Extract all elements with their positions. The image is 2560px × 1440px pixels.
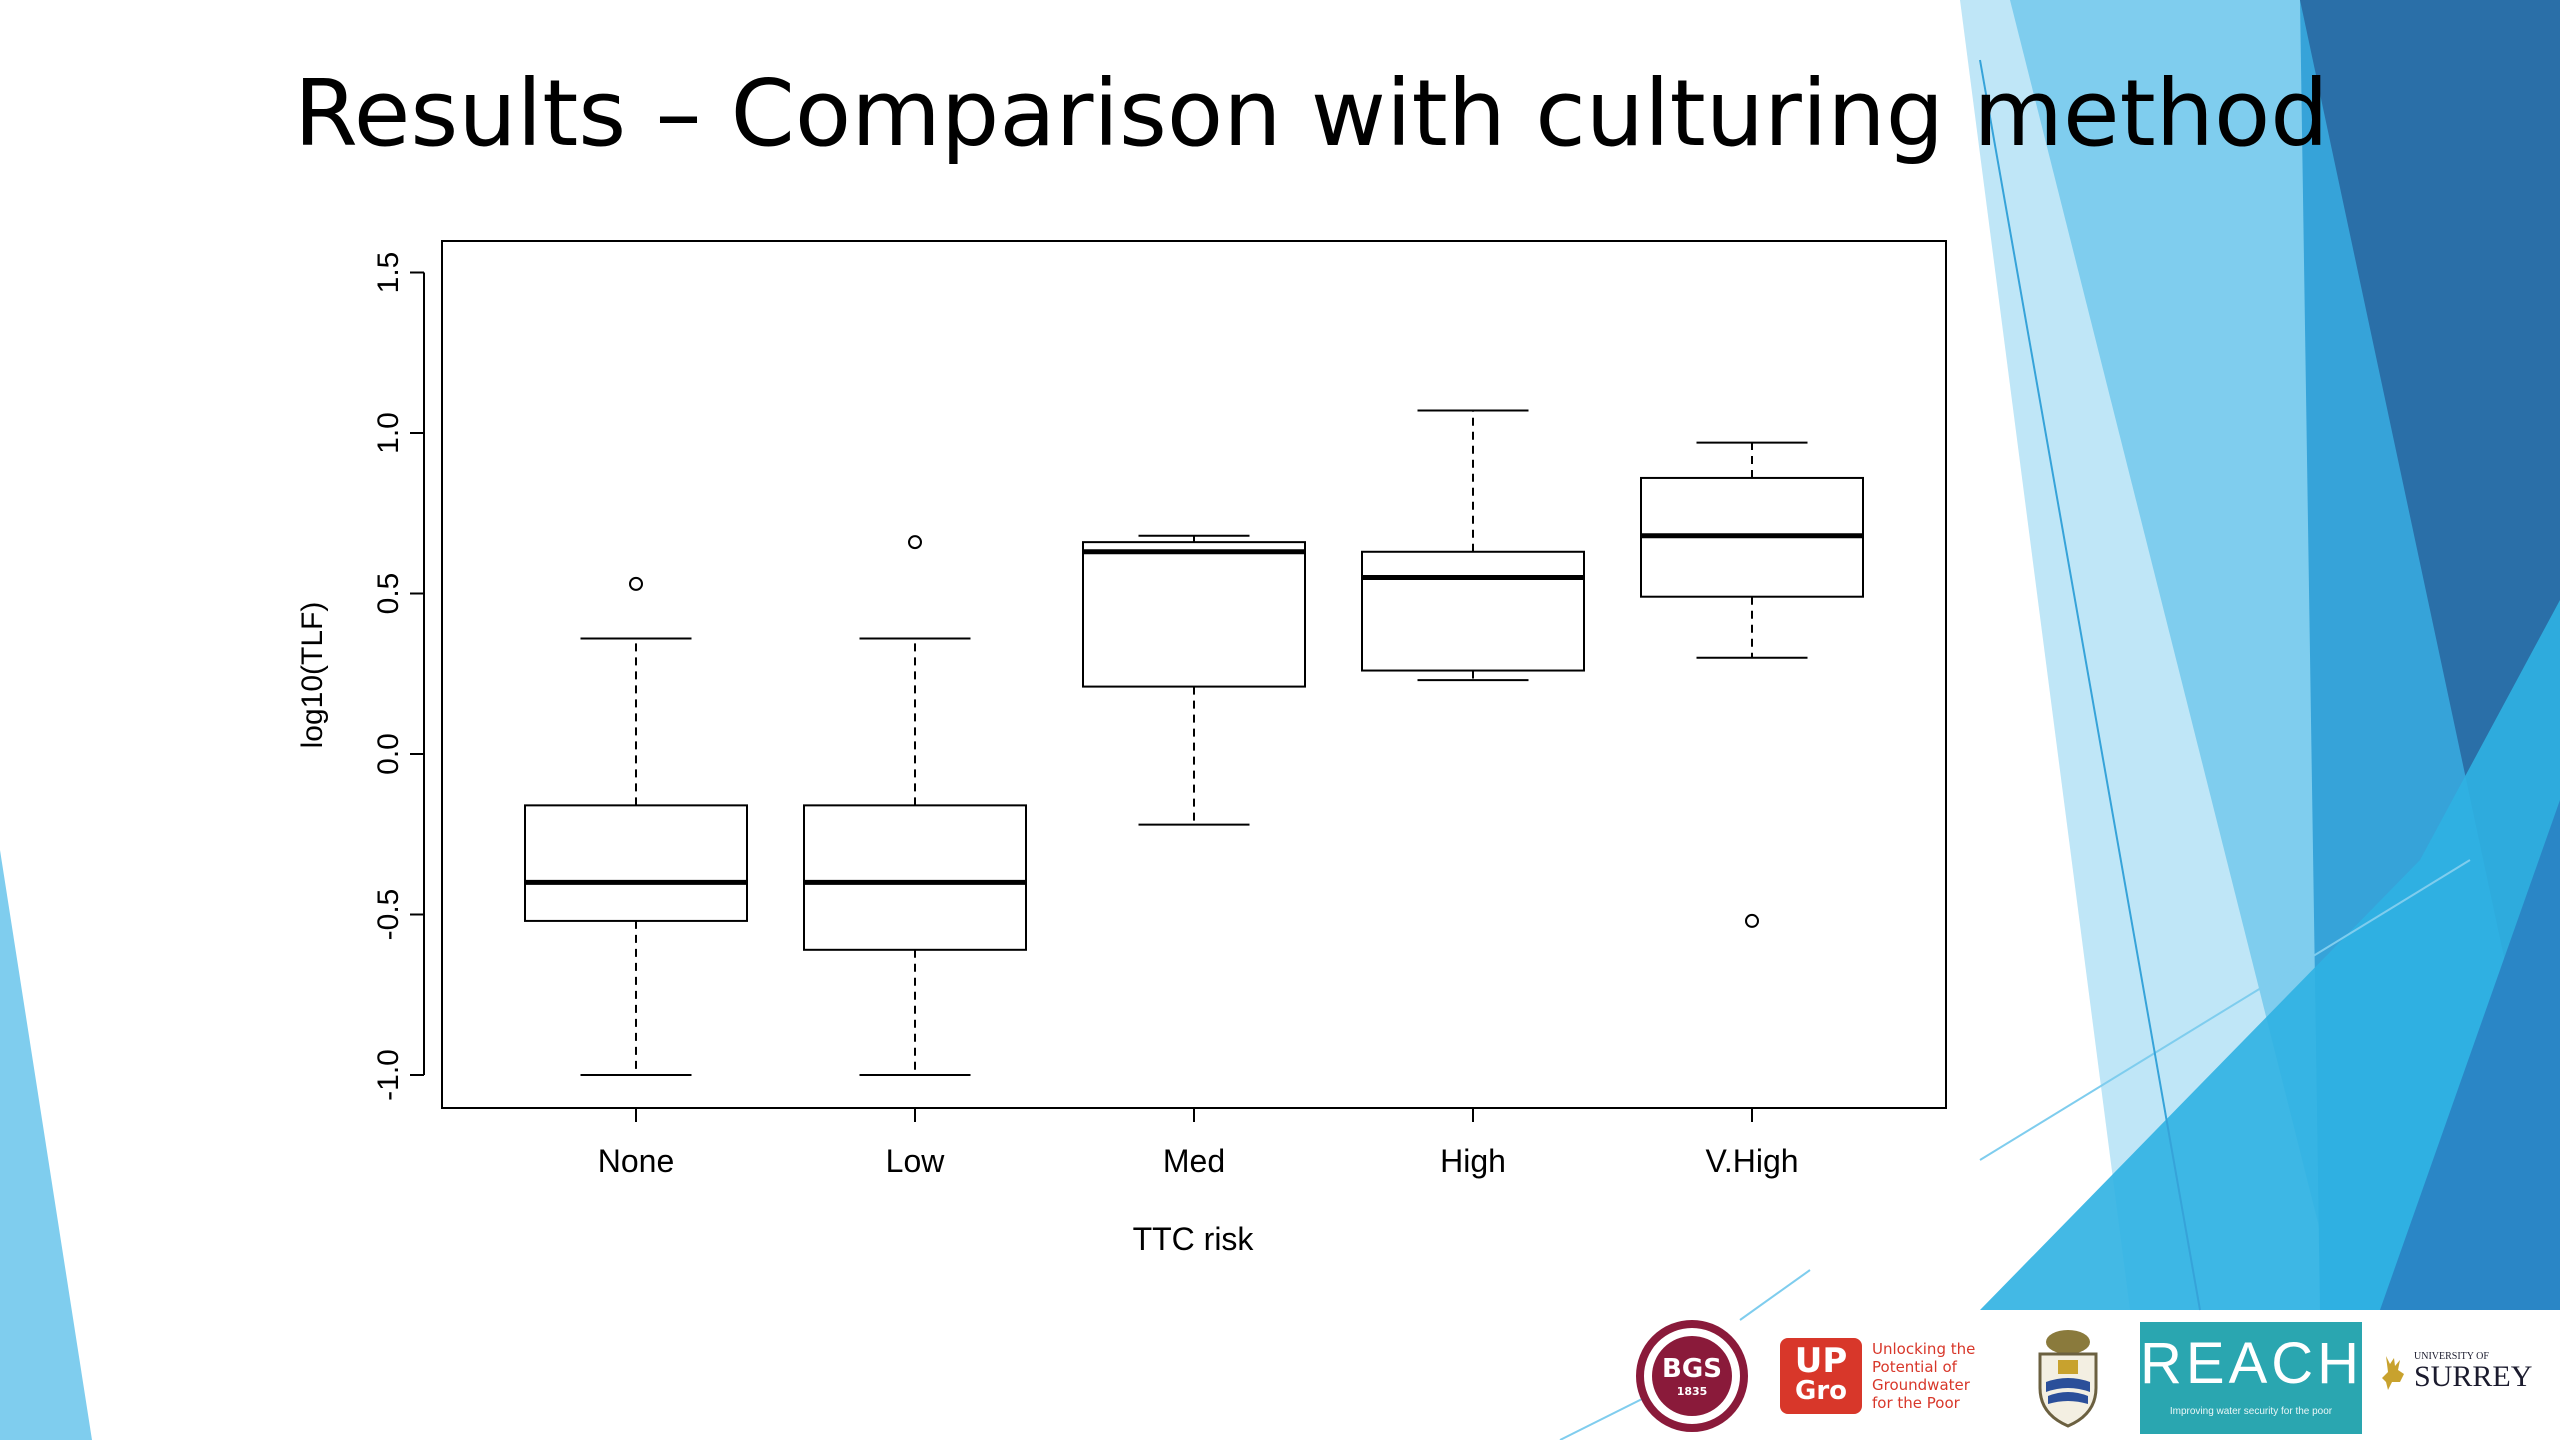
- x-tick-label: High: [1440, 1143, 1506, 1179]
- right-accent-shape-bright: [1980, 600, 2560, 1310]
- box-iqr: [803, 804, 1027, 951]
- surrey-logo-small: UNIVERSITY OF: [2414, 1351, 2489, 1362]
- y-tick-label: 0.0: [372, 733, 405, 775]
- y-tick-label: 1.5: [372, 252, 405, 294]
- outlier-point: [908, 535, 922, 550]
- slide-title: Results – Comparison with culturing meth…: [294, 60, 2329, 167]
- accent-line-3: [1739, 1269, 1811, 1321]
- x-tick-label: V.High: [1705, 1143, 1798, 1179]
- outlier-point: [1745, 913, 1759, 928]
- upgro-tagline: Unlocking the Potential of Groundwater f…: [1872, 1340, 2002, 1412]
- box-iqr: [1082, 541, 1306, 688]
- box-iqr: [524, 804, 748, 922]
- reach-logo-word: REACH: [2140, 1331, 2364, 1396]
- stag-icon: [2382, 1356, 2404, 1390]
- box-med: [1082, 534, 1306, 826]
- bgs-logo-text: BGS: [1662, 1353, 1722, 1384]
- y-axis: -1.0 -0.5 0.0 0.5 1.0 1.5: [372, 252, 425, 1101]
- x-axis: None Low Med High V.High: [598, 1107, 1799, 1179]
- x-axis-label: TTC risk: [1133, 1221, 1255, 1257]
- y-tick-label: 1.0: [372, 412, 405, 454]
- accent-line-1: [1979, 859, 2471, 1161]
- y-tick-label: -0.5: [372, 889, 405, 941]
- bgs-logo-year: 1835: [1676, 1384, 1708, 1398]
- university-crest-logo: [2038, 1330, 2098, 1428]
- surrey-logo-large: SURREY: [2414, 1360, 2533, 1393]
- y-axis-label: log10(TLF): [296, 602, 329, 749]
- box-none: [524, 576, 748, 1076]
- x-tick-label: Low: [886, 1143, 946, 1179]
- upgro-mark-top: UP: [1794, 1341, 1848, 1381]
- left-accent-shape: [0, 850, 92, 1440]
- box-high: [1361, 409, 1585, 682]
- x-tick-label: None: [598, 1143, 675, 1179]
- upgro-tagline-line: Potential of: [1872, 1358, 1957, 1376]
- accent-line-4: [1979, 59, 2201, 1311]
- right-accent-shape-deep: [2380, 800, 2560, 1310]
- outlier-point: [629, 576, 643, 591]
- upgro-tagline-line: Unlocking the: [1872, 1340, 1976, 1358]
- right-accent-shape-mid: [2010, 0, 2360, 1310]
- upgro-tagline-line: for the Poor: [1872, 1394, 1960, 1412]
- box-iqr: [1361, 550, 1585, 672]
- y-tick-label: -1.0: [372, 1049, 405, 1101]
- box-vhigh: [1640, 441, 1864, 928]
- reach-logo: REACH Improving water security for the p…: [2140, 1322, 2362, 1434]
- box-low: [803, 535, 1027, 1076]
- reach-logo-tagline: Improving water security for the poor: [2169, 1406, 2333, 1417]
- upgro-tagline-line: Groundwater: [1872, 1376, 1970, 1394]
- bgs-logo: BGS 1835: [1636, 1320, 1748, 1432]
- upgro-logo: UP Gro Unlocking the Potential of Ground…: [1780, 1338, 2002, 1414]
- surrey-logo: UNIVERSITY OF SURREY: [2380, 1352, 2532, 1392]
- y-tick-label: 0.5: [372, 573, 405, 615]
- boxes: [524, 409, 1864, 1076]
- x-tick-label: Med: [1163, 1143, 1225, 1179]
- upgro-mark-bottom: Gro: [1794, 1376, 1848, 1406]
